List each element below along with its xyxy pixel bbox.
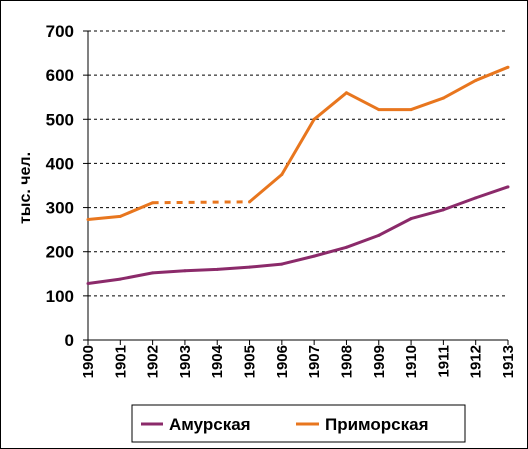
data-point-amurskaya-1904 <box>215 267 219 271</box>
data-point-amurskaya-1903 <box>183 269 187 273</box>
data-point-primorskaya-1902 <box>151 201 155 205</box>
y-tick-label-700: 700 <box>46 22 74 41</box>
axes <box>83 30 509 345</box>
series-line-amurskaya <box>87 185 509 285</box>
y-tick-label-100: 100 <box>46 287 74 306</box>
data-point-amurskaya-1901 <box>118 277 122 281</box>
x-tick-label-1902: 1902 <box>145 345 162 378</box>
data-point-primorskaya-1908 <box>344 91 348 95</box>
y-tick-labels: 0 100 200 300 400 500 600 700 <box>46 22 74 350</box>
data-point-primorskaya-1900 <box>86 217 90 221</box>
legend-label-amurskaya: Амурская <box>169 415 251 434</box>
data-point-amurskaya-1913 <box>506 185 510 189</box>
series-gap-dashed-primorskaya <box>152 200 250 205</box>
x-tick-label-1908: 1908 <box>338 345 355 378</box>
y-tick-label-500: 500 <box>46 110 74 129</box>
x-tick-label-1905: 1905 <box>242 345 259 378</box>
grid-lines <box>88 30 508 297</box>
y-axis-label: тыс. чел. <box>17 152 34 224</box>
data-point-amurskaya-1910 <box>409 217 413 221</box>
data-point-amurskaya-1902 <box>151 271 155 275</box>
data-point-primorskaya-1911 <box>441 96 445 100</box>
legend: Амурская Приморская <box>131 404 466 443</box>
data-point-amurskaya-1908 <box>344 245 348 249</box>
x-tick-label-1909: 1909 <box>371 345 388 378</box>
data-point-primorskaya-1913 <box>506 65 510 69</box>
y-tick-label-200: 200 <box>46 243 74 262</box>
data-point-amurskaya-1900 <box>86 281 90 285</box>
legend-label-primorskaya: Приморская <box>325 415 429 434</box>
data-point-amurskaya-1906 <box>280 262 284 266</box>
x-tick-label-1906: 1906 <box>274 345 291 378</box>
x-tick-label-1901: 1901 <box>112 345 129 378</box>
data-point-primorskaya-1912 <box>474 78 478 82</box>
data-point-primorskaya-1905 <box>248 200 252 204</box>
y-tick-label-600: 600 <box>46 66 74 85</box>
data-point-primorskaya-1909 <box>377 108 381 112</box>
series-lines <box>86 65 510 285</box>
data-point-primorskaya-1907 <box>312 117 316 121</box>
y-tick-label-400: 400 <box>46 154 74 173</box>
x-tick-label-1904: 1904 <box>209 344 226 378</box>
data-point-amurskaya-1909 <box>377 233 381 237</box>
x-tick-label-1913: 1913 <box>500 345 517 378</box>
data-point-primorskaya-1910 <box>409 108 413 112</box>
x-tick-label-1912: 1912 <box>468 345 485 378</box>
y-tick-label-0: 0 <box>65 331 74 350</box>
x-tick-label-1907: 1907 <box>306 345 323 378</box>
data-point-amurskaya-1912 <box>474 196 478 200</box>
data-point-primorskaya-1901 <box>118 214 122 218</box>
x-tick-labels: 1900 1901 1902 1903 1904 1905 1906 1907 1908 1909… <box>80 344 517 378</box>
x-tick-label-1900: 1900 <box>80 345 97 378</box>
data-point-primorskaya-1906 <box>280 172 284 176</box>
x-tick-label-1910: 1910 <box>403 345 420 378</box>
data-point-amurskaya-1905 <box>248 265 252 269</box>
x-tick-label-1911: 1911 <box>435 345 452 378</box>
data-point-amurskaya-1907 <box>312 254 316 258</box>
y-tick-label-300: 300 <box>46 199 74 218</box>
data-point-amurskaya-1911 <box>441 208 445 212</box>
x-tick-label-1903: 1903 <box>177 345 194 378</box>
